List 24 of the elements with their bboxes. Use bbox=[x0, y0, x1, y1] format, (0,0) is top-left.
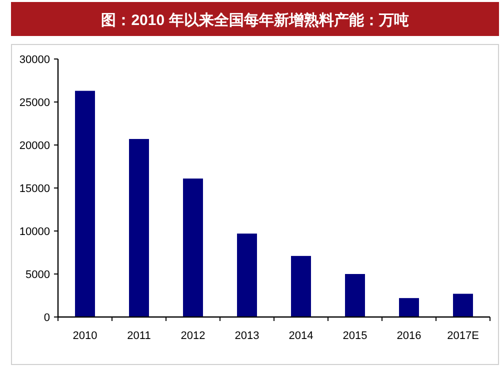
x-tick-label: 2016 bbox=[396, 330, 422, 342]
bar bbox=[453, 294, 473, 317]
y-tick-label: 5000 bbox=[26, 269, 50, 281]
bar bbox=[291, 256, 311, 317]
y-tick-label: 25000 bbox=[19, 97, 50, 109]
bar bbox=[129, 138, 149, 317]
x-tick-label: 2015 bbox=[342, 330, 368, 342]
y-tick-label: 0 bbox=[44, 312, 50, 324]
x-tick-label: 2017E bbox=[447, 330, 479, 342]
y-tick-label: 10000 bbox=[19, 226, 50, 238]
x-tick-label: 2010 bbox=[72, 330, 98, 342]
chart-title: 图：2010 年以来全国每年新增熟料产能：万吨 bbox=[101, 11, 409, 29]
x-tick-label: 2013 bbox=[234, 330, 260, 342]
bar bbox=[183, 178, 203, 317]
x-tick-label: 2014 bbox=[288, 330, 314, 342]
y-tick-label: 30000 bbox=[19, 54, 50, 66]
bar bbox=[75, 90, 95, 317]
bar bbox=[237, 234, 257, 317]
bar bbox=[345, 274, 365, 317]
x-tick-label: 2012 bbox=[180, 330, 206, 342]
y-tick-label: 15000 bbox=[19, 183, 50, 195]
bar bbox=[399, 298, 419, 317]
y-tick-label: 20000 bbox=[19, 140, 50, 152]
x-tick-label: 2011 bbox=[127, 330, 151, 342]
